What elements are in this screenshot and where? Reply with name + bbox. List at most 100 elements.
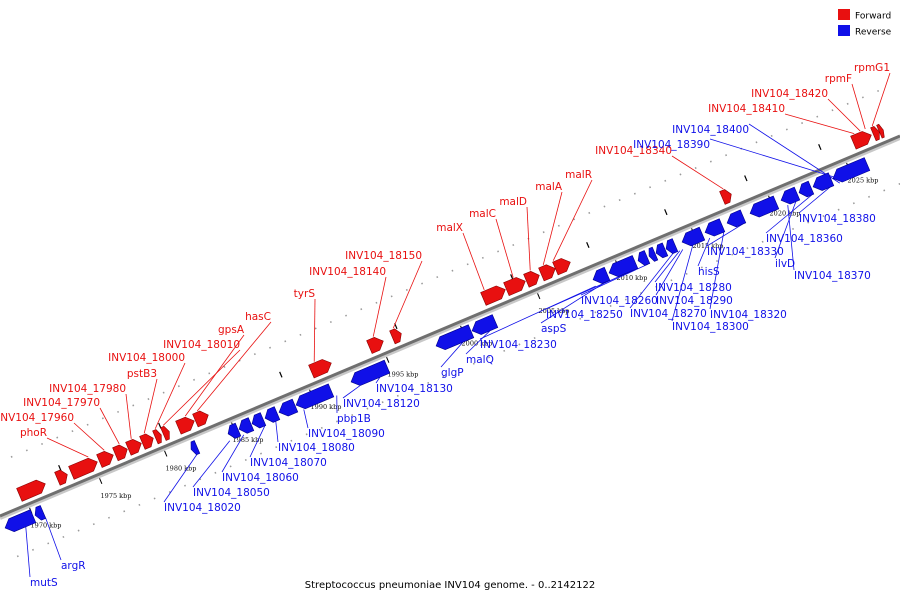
forward-gene-label-leader	[154, 362, 186, 429]
forward-gene-arrow	[96, 450, 114, 468]
reverse-gene-arrow	[665, 238, 679, 254]
forward-gene-label: malR	[565, 169, 592, 181]
reverse-gene-label-leader	[25, 526, 31, 578]
forward-gene-arrow	[192, 410, 209, 428]
forward-gene-label-leader	[671, 155, 724, 190]
forward-gene-label: pstB3	[127, 368, 157, 380]
forward-gene-label-leader	[851, 83, 866, 130]
forward-gene-label-leader	[313, 298, 316, 362]
forward-gene-label: INV104_18150	[345, 250, 422, 262]
forward-gene-label-leader	[143, 378, 158, 434]
reverse-gene-label: aspS	[541, 323, 567, 335]
scale-tick-label: 1995 kbp	[388, 371, 419, 379]
reverse-gene-label: INV104_18020	[164, 502, 241, 514]
forward-gene-label: malC	[469, 208, 496, 220]
reverse-gene-label-leader	[342, 385, 361, 399]
reverse-gene-label: INV104_18120	[343, 398, 420, 410]
reverse-gene-arrow	[190, 440, 201, 456]
reverse-gene-arrow	[227, 422, 242, 439]
reverse-gene-arrow	[251, 412, 267, 429]
forward-gene-label-leader	[552, 179, 593, 261]
gene-features	[4, 123, 885, 533]
scale-tick-mark	[537, 293, 541, 300]
reverse-gene-label-leader	[787, 205, 795, 271]
forward-gene-arrow	[125, 438, 142, 456]
scale-tick-label: 2020 kbp	[770, 209, 801, 217]
genome-backbone	[0, 134, 900, 520]
scale-tick-label: 2025 kbp	[848, 176, 879, 184]
legend-forward-swatch	[838, 9, 850, 20]
forward-gene-arrow	[480, 285, 506, 306]
forward-gene-label: hasC	[245, 311, 271, 323]
reverse-gene-label-leader	[440, 342, 464, 368]
reverse-gene-arrow	[435, 324, 475, 351]
forward-gene-arrow	[719, 189, 732, 205]
forward-gene-label: phoR	[20, 427, 47, 439]
reverse-gene-label: INV104_18300	[672, 321, 749, 333]
reverse-gene-arrow	[681, 226, 706, 247]
forward-gene-arrow	[552, 258, 571, 276]
scale-tick-label: 2010 kbp	[617, 274, 648, 282]
reverse-gene-label-leader	[375, 377, 381, 384]
reverse-gene-arrow	[749, 195, 780, 218]
forward-gene-label-leader	[542, 191, 563, 266]
forward-minor-tick	[818, 144, 822, 151]
forward-gene-label-leader	[784, 113, 855, 135]
reverse-gene-label: INV104_18380	[799, 213, 876, 225]
forward-gene-label: INV104_18340	[595, 145, 672, 157]
forward-gene-label-leader	[871, 72, 891, 127]
scale-tick-label: 1990 kbp	[311, 403, 342, 411]
backbone-shadow	[0, 136, 900, 520]
reverse-gene-label-leader	[249, 425, 266, 458]
backbone-line	[0, 134, 900, 518]
scale-tick-label: 2015 kbp	[693, 242, 724, 250]
reverse-gene-arrow	[608, 255, 639, 278]
scale-tick-label: 1985 kbp	[233, 436, 264, 444]
reverse-gene-label: ilvD	[775, 258, 795, 270]
reverse-gene-label-leader	[671, 245, 694, 322]
reverse-gene-label: INV104_18390	[633, 139, 710, 151]
scale-tick-label: 1970 kbp	[31, 521, 62, 529]
scale-tick-label: 1975 kbp	[101, 492, 132, 500]
reverse-gene-label: INV104_18330	[707, 246, 784, 258]
forward-gene-label-leader	[162, 349, 241, 426]
forward-gene-arrow	[850, 131, 872, 150]
forward-gene-label-leader	[46, 437, 89, 458]
forward-gene-label: INV104_17960	[0, 412, 74, 424]
forward-gene-label: INV104_18140	[309, 266, 386, 278]
reverse-gene-label-leader	[303, 409, 309, 429]
forward-gene-label: rpmF	[825, 73, 852, 85]
forward-gene-arrow	[16, 479, 46, 502]
reverse-gene-label-leader	[748, 123, 840, 184]
reverse-gene-label: hisS	[698, 266, 720, 278]
legend: Forward Reverse	[838, 9, 892, 38]
reverse-gene-label: INV104_18130	[376, 383, 453, 395]
reverse-gene-label-leader	[697, 237, 711, 267]
reverse-gene-arrow	[278, 398, 299, 417]
reverse-gene-label: malQ	[466, 354, 494, 366]
forward-gene-label-leader	[184, 334, 245, 417]
forward-gene-arrow	[503, 277, 526, 296]
reverse-gene-label-leader	[798, 187, 831, 214]
forward-gene-label: malA	[535, 181, 563, 193]
reverse-gene-label-leader	[479, 285, 596, 340]
reverse-gene-label-leader	[163, 454, 198, 503]
forward-gene-arrow	[389, 328, 402, 345]
scale-tick-label: 2005 kbp	[539, 307, 570, 315]
reverse-gene-label: INV104_18250	[546, 309, 623, 321]
forward-gene-label-leader	[99, 407, 120, 445]
reverse-gene-label-leader	[275, 421, 279, 443]
forward-gene-label: malD	[499, 196, 527, 208]
forward-minor-tick	[58, 464, 62, 471]
reverse-gene-label: INV104_18090	[308, 428, 385, 440]
forward-gene-label-leader	[495, 218, 514, 278]
reverse-gene-arrow	[4, 509, 37, 533]
forward-gene-label-leader	[392, 260, 423, 329]
reverse-gene-label: pbp1B	[337, 413, 371, 425]
reverse-gene-label-leader	[629, 253, 674, 309]
forward-minor-tick	[664, 209, 668, 216]
reverse-gene-arrow	[34, 505, 47, 521]
reverse-gene-label: INV104_18400	[672, 124, 749, 136]
forward-gene-arrow	[160, 425, 170, 441]
